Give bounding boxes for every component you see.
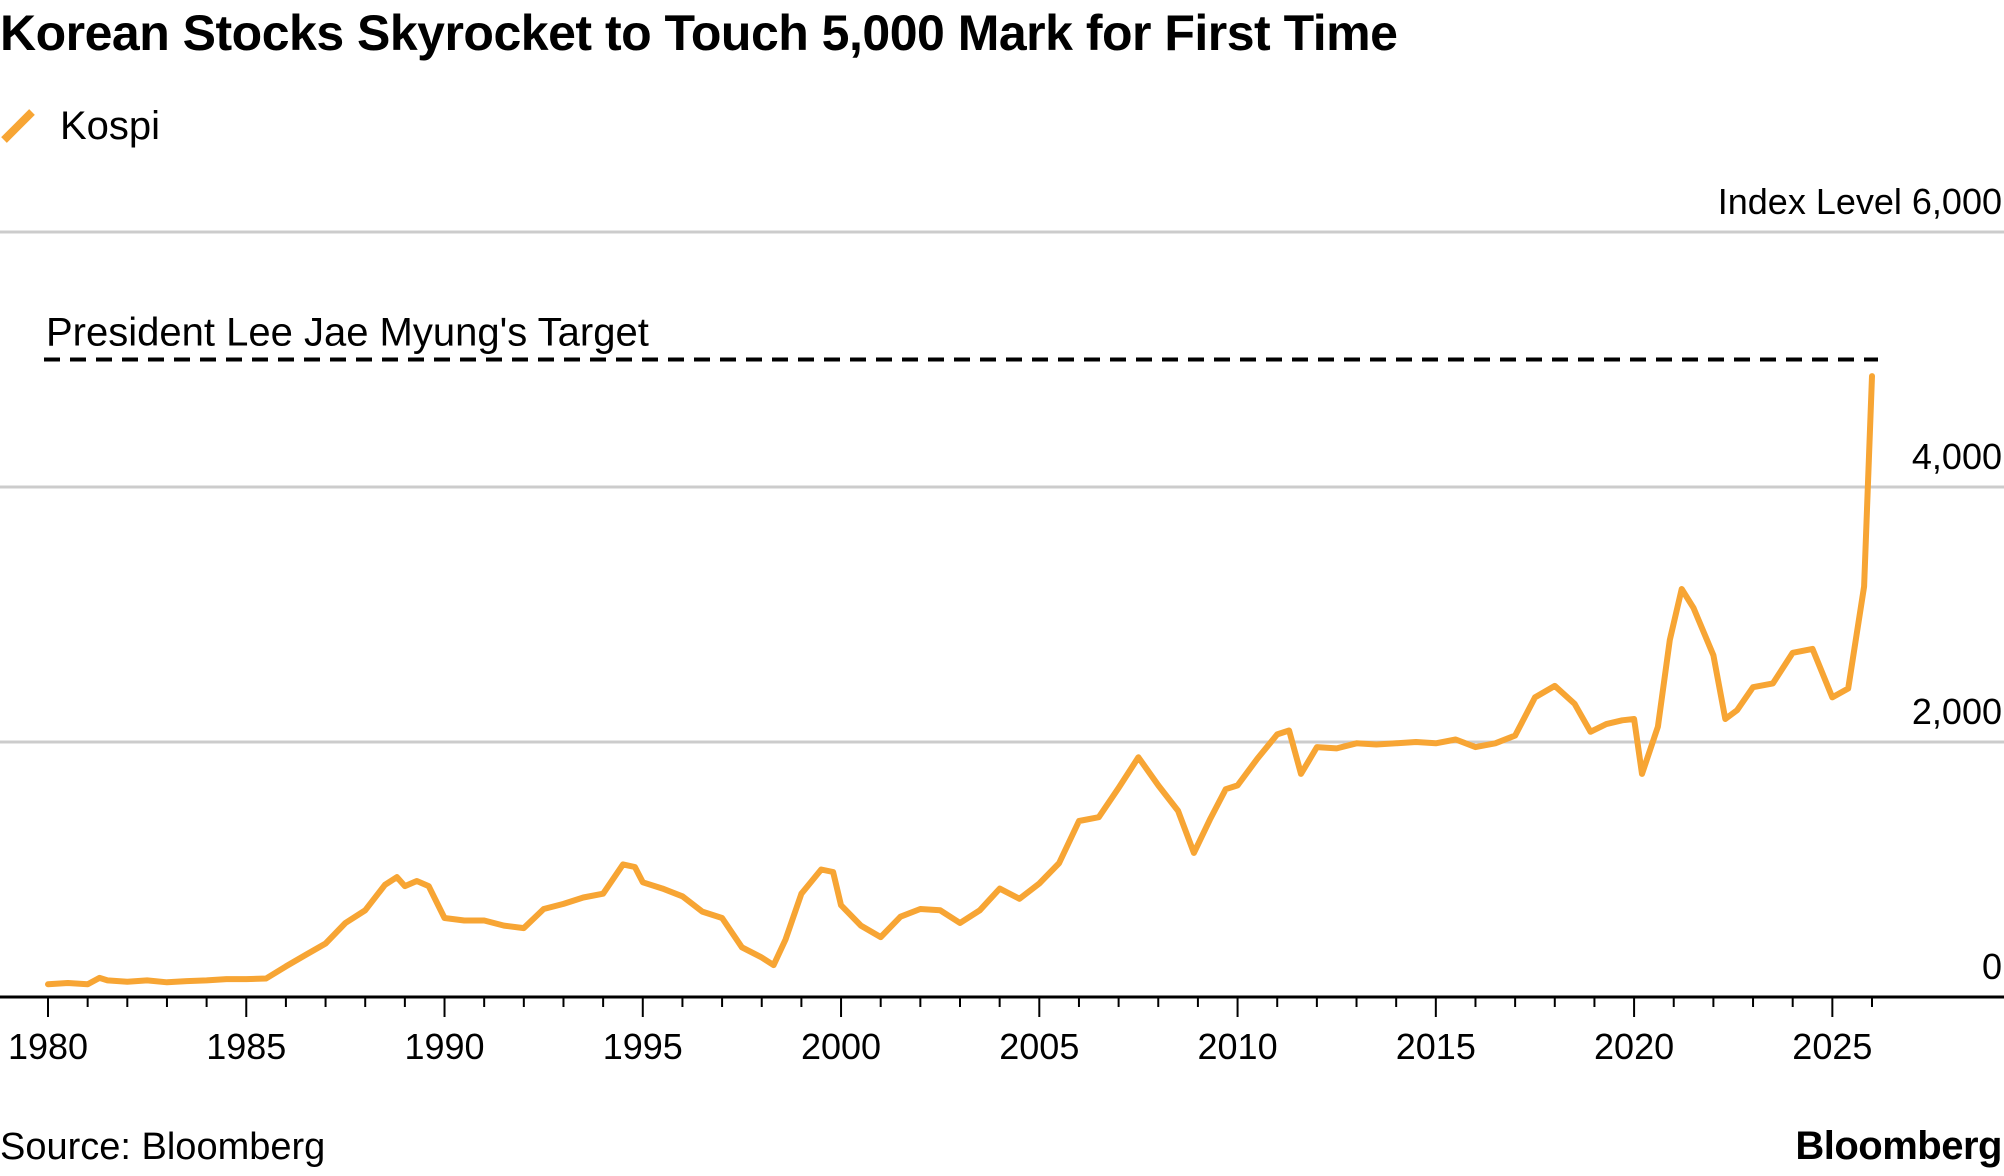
target-annotation-label: President Lee Jae Myung's Target (46, 311, 649, 355)
chart-title: Korean Stocks Skyrocket to Touch 5,000 M… (0, 5, 1398, 61)
bloomberg-logo: Bloomberg (1795, 1124, 2002, 1168)
line-chart: 0 2,000 4,000 Index Level 6,000 1980 1985 1990… (0, 181, 2004, 1067)
y-tick-label-4000: 4,000 (1912, 436, 2002, 477)
source-note: Source: Bloomberg (0, 1126, 326, 1168)
x-tick-label-2015: 2015 (1396, 1026, 1476, 1067)
y-tick-label-6000: Index Level 6,000 (1718, 181, 2002, 222)
series-line-kospi (45, 373, 1875, 988)
x-tick-label-1990: 1990 (404, 1026, 484, 1067)
x-tick-label-1980: 1980 (8, 1026, 88, 1067)
x-tick-label-2010: 2010 (1198, 1026, 1278, 1067)
x-tick-label-2005: 2005 (999, 1026, 1079, 1067)
x-tick-label-1995: 1995 (603, 1026, 683, 1067)
y-tick-label-0: 0 (1982, 946, 2002, 987)
y-tick-label-2000: 2,000 (1912, 691, 2002, 732)
x-tick-label-2020: 2020 (1594, 1026, 1674, 1067)
x-tick-label-2000: 2000 (801, 1026, 881, 1067)
x-tick-label-2025: 2025 (1792, 1026, 1872, 1067)
legend-line-icon (1, 109, 35, 143)
legend-label-kospi: Kospi (60, 103, 161, 148)
legend: Kospi (0, 96, 160, 156)
x-tick-label-1985: 1985 (206, 1026, 286, 1067)
